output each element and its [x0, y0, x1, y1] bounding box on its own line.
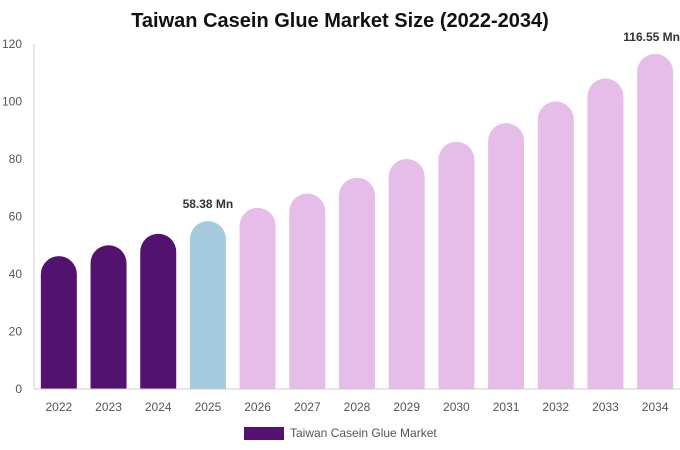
data-label: 58.38 Mn [183, 197, 234, 211]
x-tick-label: 2034 [642, 400, 669, 414]
x-tick-label: 2022 [45, 400, 72, 414]
x-tick-label: 2031 [493, 400, 520, 414]
y-tick-label: 40 [9, 267, 23, 281]
x-tick-label: 2025 [195, 400, 222, 414]
bar-2030[interactable] [438, 141, 475, 389]
data-labels-group: 58.38 Mn 116.55 Mn [183, 30, 680, 211]
bar-2027[interactable] [289, 193, 326, 390]
x-tick-label: 2033 [592, 400, 619, 414]
bar-2023[interactable] [90, 245, 127, 389]
x-tick-label: 2027 [294, 400, 321, 414]
bar-2032[interactable] [537, 101, 574, 390]
data-label: 116.55 Mn [623, 30, 680, 44]
y-axis: 0 20 40 60 80 100 120 [2, 37, 35, 396]
x-tick-label: 2028 [344, 400, 371, 414]
y-tick-label: 60 [9, 210, 23, 224]
chart-title: Taiwan Casein Glue Market Size (2022-203… [131, 10, 549, 32]
x-tick-label: 2023 [95, 400, 122, 414]
bar-2034[interactable] [637, 53, 674, 389]
bar-2031[interactable] [488, 123, 525, 389]
bar-2026[interactable] [239, 207, 276, 389]
bar-2029[interactable] [388, 159, 425, 389]
legend[interactable]: Taiwan Casein Glue Market [244, 426, 437, 440]
bar-2022[interactable] [40, 256, 77, 389]
legend-label: Taiwan Casein Glue Market [290, 426, 437, 440]
y-tick-label: 80 [9, 152, 23, 166]
bars-group [40, 53, 674, 390]
x-axis: 2022 2023 2024 2025 2026 2027 2028 2029 2030 2031… [34, 388, 680, 414]
x-tick-label: 2029 [393, 400, 420, 414]
bar-2028[interactable] [339, 177, 375, 389]
bar-2033[interactable] [587, 78, 624, 390]
y-tick-label: 20 [9, 325, 23, 339]
y-tick-label: 100 [2, 95, 22, 109]
x-tick-label: 2024 [145, 400, 172, 414]
bar-2025[interactable] [189, 221, 226, 389]
x-tick-label: 2032 [542, 400, 569, 414]
bar-2024[interactable] [140, 233, 177, 389]
x-tick-label: 2026 [244, 400, 271, 414]
y-tick-label: 0 [15, 382, 22, 396]
legend-swatch [244, 427, 284, 440]
x-tick-label: 2030 [443, 400, 470, 414]
y-tick-label: 120 [2, 37, 22, 51]
